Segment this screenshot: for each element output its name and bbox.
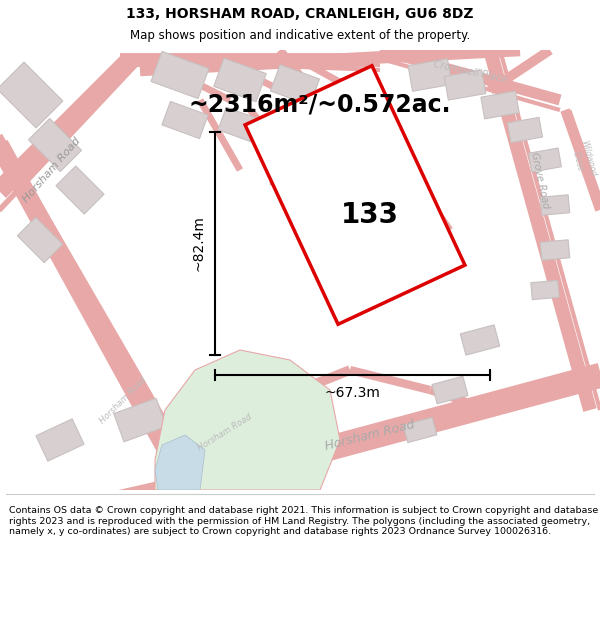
Polygon shape	[155, 350, 340, 490]
Polygon shape	[540, 195, 570, 215]
Polygon shape	[408, 59, 452, 91]
Polygon shape	[432, 376, 468, 404]
Polygon shape	[151, 51, 209, 99]
Text: 133, HORSHAM ROAD, CRANLEIGH, GU6 8DZ: 133, HORSHAM ROAD, CRANLEIGH, GU6 8DZ	[126, 7, 474, 21]
Text: Horsham Road: Horsham Road	[98, 375, 148, 425]
Polygon shape	[275, 113, 316, 147]
Polygon shape	[28, 119, 82, 171]
Polygon shape	[270, 164, 310, 196]
Text: Horsham Road: Horsham Road	[324, 418, 416, 452]
Polygon shape	[311, 175, 349, 205]
Text: Map shows position and indicative extent of the property.: Map shows position and indicative extent…	[130, 29, 470, 42]
Polygon shape	[540, 240, 570, 260]
Polygon shape	[271, 64, 320, 106]
Polygon shape	[245, 66, 465, 324]
Polygon shape	[162, 101, 208, 139]
Text: Horsham Road: Horsham Road	[21, 136, 83, 204]
Text: Horsham Road: Horsham Road	[196, 412, 254, 452]
Text: ~2316m²/~0.572ac.: ~2316m²/~0.572ac.	[189, 93, 451, 117]
Polygon shape	[529, 148, 562, 172]
Polygon shape	[444, 70, 486, 100]
Polygon shape	[214, 58, 266, 102]
Polygon shape	[508, 118, 542, 142]
Text: Contains OS data © Crown copyright and database right 2021. This information is : Contains OS data © Crown copyright and d…	[9, 506, 598, 536]
Polygon shape	[56, 166, 104, 214]
Polygon shape	[403, 418, 437, 442]
Text: 133: 133	[341, 201, 399, 229]
Text: Grove Road: Grove Road	[529, 151, 551, 209]
Polygon shape	[358, 181, 392, 209]
Polygon shape	[114, 398, 166, 442]
Polygon shape	[36, 419, 84, 461]
Text: Cromwell Place: Cromwell Place	[433, 59, 508, 84]
Polygon shape	[531, 281, 559, 299]
Text: ~82.4m: ~82.4m	[192, 216, 206, 271]
Polygon shape	[325, 104, 365, 136]
Text: ~67.3m: ~67.3m	[325, 386, 380, 400]
Polygon shape	[218, 107, 262, 142]
Text: Wildwood
Close: Wildwood Close	[569, 139, 597, 181]
Polygon shape	[0, 62, 63, 128]
Polygon shape	[17, 217, 62, 262]
Polygon shape	[155, 435, 205, 490]
Polygon shape	[460, 325, 500, 355]
Polygon shape	[481, 91, 519, 119]
